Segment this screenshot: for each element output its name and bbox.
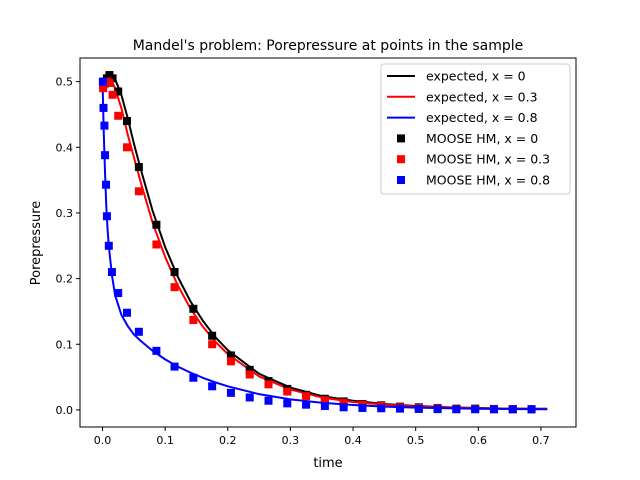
legend-label: MOOSE HM, x = 0.8 — [426, 173, 550, 188]
data-point-5 — [339, 403, 348, 412]
x-tick-label: 0.2 — [219, 434, 237, 447]
x-tick-label: 0.5 — [407, 434, 425, 447]
data-point-4 — [189, 315, 198, 324]
data-point-3 — [245, 365, 254, 374]
legend-entry: MOOSE HM, x = 0.3 — [397, 152, 550, 167]
data-point-5 — [114, 289, 123, 298]
data-point-5 — [283, 399, 292, 408]
data-point-4 — [99, 84, 108, 93]
data-point-3 — [208, 331, 217, 340]
data-point-5 — [102, 212, 111, 221]
data-point-5 — [302, 400, 311, 409]
y-tick-label: 0.3 — [56, 207, 74, 220]
data-point-3 — [152, 220, 161, 229]
y-tick-label: 0.1 — [56, 338, 74, 351]
legend-label: MOOSE HM, x = 0 — [426, 131, 538, 146]
data-point-4 — [245, 370, 254, 379]
plot-frame — [79, 57, 577, 428]
x-axis: 0.0 0.1 0.2 0.3 0.4 0.5 0.6 0.7 — [94, 427, 550, 447]
data-point-5 — [122, 308, 131, 317]
data-point-5 — [99, 103, 108, 112]
data-point-5 — [208, 382, 217, 391]
data-point-5 — [433, 405, 442, 414]
data-point-5 — [508, 405, 517, 414]
data-point-5 — [245, 393, 254, 402]
data-point-5 — [100, 121, 109, 130]
data-point-5 — [489, 405, 498, 414]
data-point-5 — [320, 401, 329, 410]
data-point-5 — [101, 180, 110, 189]
data-point-5 — [152, 346, 161, 355]
data-point-4 — [170, 283, 179, 292]
chart-title: Mandel's problem: Porepressure at points… — [133, 38, 524, 54]
data-point-5 — [527, 405, 536, 414]
data-point-5 — [358, 403, 367, 412]
data-point-5 — [170, 362, 179, 371]
legend-marker-swatch — [397, 134, 405, 143]
data-point-4 — [283, 387, 292, 396]
data-point-3 — [122, 117, 131, 126]
y-tick-label: 0.0 — [56, 404, 74, 417]
x-axis-label: time — [313, 456, 342, 471]
data-point-5 — [107, 268, 116, 277]
data-point-4 — [208, 340, 217, 349]
data-point-4 — [122, 143, 131, 152]
legend-entry: expected, x = 0.8 — [387, 110, 538, 125]
data-point-4 — [105, 78, 114, 87]
data-point-3 — [226, 351, 235, 360]
data-point-3 — [134, 162, 143, 171]
data-point-5 — [104, 241, 113, 250]
y-tick-label: 0.2 — [56, 273, 74, 286]
data-point-3 — [170, 268, 179, 277]
data-point-3 — [108, 74, 117, 83]
data-point-5 — [189, 373, 198, 382]
x-tick-label: 0.4 — [344, 434, 362, 447]
y-tick-label: 0.4 — [56, 141, 74, 154]
legend-marker-swatch — [397, 155, 405, 164]
data-point-4 — [114, 111, 123, 120]
legend-label: expected, x = 0.3 — [426, 89, 538, 104]
data-point-5 — [134, 327, 143, 336]
x-tick-label: 0.7 — [532, 434, 550, 447]
data-point-4 — [320, 396, 329, 405]
x-tick-label: 0.6 — [470, 434, 488, 447]
y-axis-label: Porepressure — [29, 201, 44, 286]
data-point-5 — [471, 405, 480, 414]
legend-entry: MOOSE HM, x = 0.8 — [397, 173, 550, 188]
legend-marker-swatch — [397, 176, 405, 184]
x-tick-label: 0.0 — [94, 434, 112, 447]
data-point-4 — [226, 357, 235, 366]
data-point-5 — [396, 404, 405, 413]
legend-label: expected, x = 0 — [426, 69, 526, 84]
plot-area — [98, 71, 548, 414]
legend-entry: expected, x = 0 — [387, 69, 526, 84]
legend: expected, x = 0 expected, x = 0.3 expected… — [380, 63, 571, 195]
data-point-5 — [101, 151, 110, 160]
data-point-4 — [339, 398, 348, 407]
data-point-4 — [302, 392, 311, 401]
data-point-5 — [264, 396, 273, 405]
legend-entry: expected, x = 0.3 — [387, 89, 538, 104]
data-point-3 — [114, 87, 123, 96]
data-point-4 — [264, 380, 273, 389]
data-point-5 — [226, 388, 235, 397]
data-point-4 — [152, 240, 161, 249]
x-tick-label: 0.1 — [156, 434, 174, 447]
y-axis: 0.0 0.1 0.2 0.3 0.4 0.5 — [56, 76, 80, 417]
legend-entry: MOOSE HM, x = 0 — [397, 131, 538, 146]
data-point-4 — [108, 90, 117, 99]
y-tick-label: 0.5 — [56, 76, 74, 89]
x-tick-label: 0.3 — [282, 434, 300, 447]
data-point-5 — [452, 405, 461, 414]
series-markers — [98, 71, 536, 414]
data-point-5 — [377, 404, 386, 413]
data-point-3 — [189, 304, 198, 313]
data-point-5 — [414, 404, 423, 413]
legend-label: expected, x = 0.8 — [426, 110, 538, 125]
data-point-4 — [134, 187, 143, 196]
legend-label: MOOSE HM, x = 0.3 — [426, 152, 550, 167]
data-point-5 — [98, 77, 107, 86]
legend-frame — [380, 63, 571, 195]
